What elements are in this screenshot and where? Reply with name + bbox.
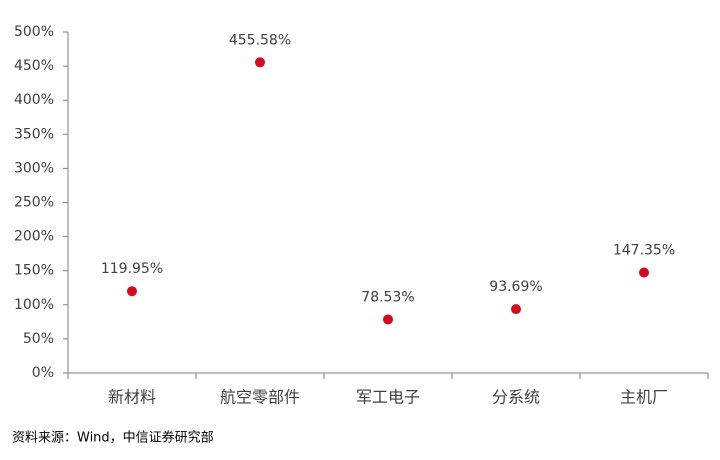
y-tick-label: 50% <box>23 331 54 347</box>
y-tick-label: 300% <box>14 160 54 176</box>
dot <box>127 286 137 297</box>
data-label: 78.53% <box>361 289 414 305</box>
data-label: 119.95% <box>101 261 163 277</box>
data-label: 93.69% <box>489 279 542 295</box>
dot <box>383 314 393 325</box>
y-tick-label: 400% <box>14 92 54 108</box>
y-tick-label: 250% <box>14 195 54 211</box>
y-tick-label: 150% <box>14 263 54 279</box>
source-note: 资料来源：Wind，中信证券研究部 <box>12 430 214 446</box>
dot <box>511 304 521 315</box>
dot <box>255 57 265 68</box>
y-tick-label: 100% <box>14 297 54 313</box>
y-tick-label: 200% <box>14 229 54 245</box>
dot <box>639 267 649 278</box>
y-tick-label: 350% <box>14 126 54 142</box>
x-tick-label: 分系统 <box>492 388 540 407</box>
x-tick-label: 新材料 <box>108 388 156 407</box>
y-tick-label: 500% <box>14 24 54 40</box>
x-tick-label: 军工电子 <box>356 388 420 407</box>
data-label: 147.35% <box>613 243 675 259</box>
x-tick-label: 航空零部件 <box>220 388 300 407</box>
data-label: 455.58% <box>229 32 291 48</box>
y-tick-label: 450% <box>14 58 54 74</box>
y-tick-label: 0% <box>32 365 54 381</box>
x-tick-label: 主机厂 <box>620 388 668 407</box>
